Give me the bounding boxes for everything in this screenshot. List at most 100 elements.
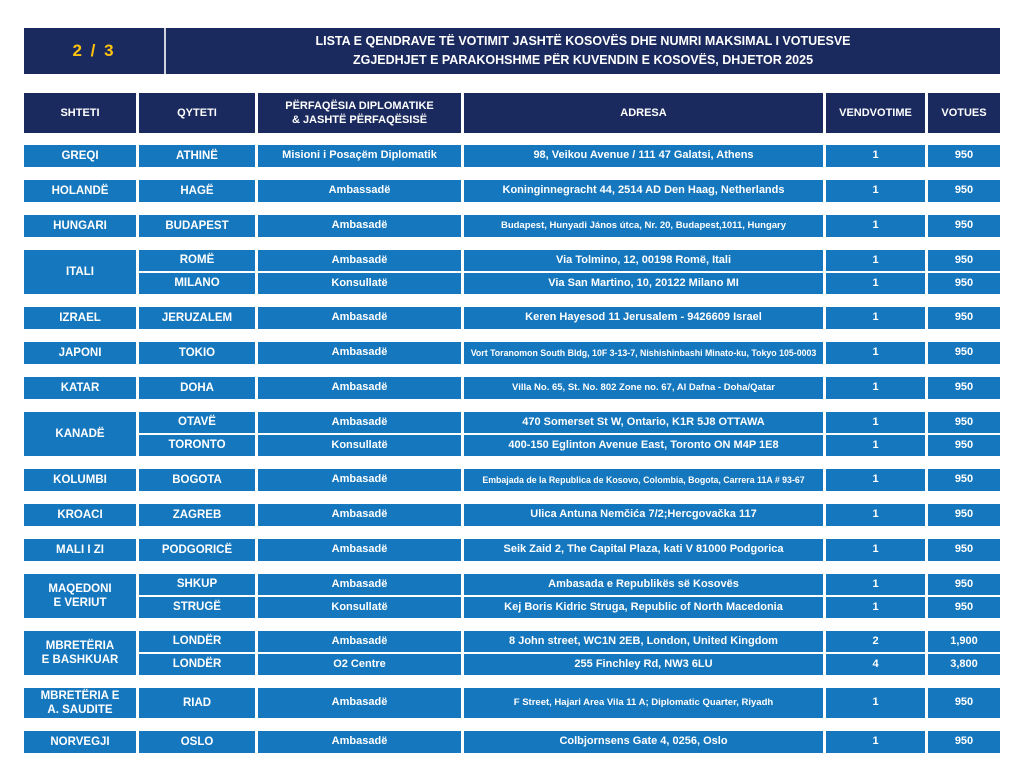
stations-cell: 1 [826,597,925,618]
country-cell: MBRETËRIA E BASHKUAR [24,631,136,675]
table-row-group: NORVEGJI OSLO Ambasadë Colbjornsens Gate 4,… [24,731,1000,753]
mission-cell: Konsullatë [258,597,461,618]
voters-cell: 950 [928,215,1000,237]
address-cell: 8 John street, WC1N 2EB, London, United … [464,631,823,652]
column-header-adresa: ADRESA [464,93,823,133]
voters-cell: 950 [928,435,1000,456]
address-cell: Via Tolmino, 12, 00198 Romë, Itali [464,250,823,271]
mission-cell: Ambasadë [258,631,461,652]
table-row-group: MALI I ZI PODGORICË Ambasadë Seik Zaid 2, T… [24,539,1000,561]
stations-cell: 2 [826,631,925,652]
voters-cell: 950 [928,597,1000,618]
table-row-group: KOLUMBI BOGOTA Ambasadë Embajada de la Repu… [24,469,1000,491]
table-row-group: JAPONI TOKIO Ambasadë Vort Toranomon South … [24,342,1000,364]
city-cell: OSLO [139,731,255,753]
voters-cell: 950 [928,180,1000,202]
mission-cell: Ambasadë [258,469,461,491]
table-row-group: KROACI ZAGREB Ambasadë Ulica Antuna Nemčića… [24,504,1000,526]
column-header-qyteti: QYTETI [139,93,255,133]
mission-cell: O2 Centre [258,654,461,675]
mission-cell: Ambasadë [258,307,461,329]
page-indicator-cell: 2 / 3 [24,28,166,74]
country-cell: ITALI [24,250,136,294]
table-row-group: HOLANDË HAGË Ambassadë Koninginnegracht 44,… [24,180,1000,202]
city-cell: STRUGË [139,597,255,618]
address-cell: Ulica Antuna Nemčića 7/2;Hercgovačka 117 [464,504,823,526]
voters-cell: 950 [928,273,1000,294]
country-cell: HOLANDË [24,180,136,202]
mission-cell: Konsullatë [258,435,461,456]
city-cell: LONDËR [139,654,255,675]
voters-cell: 950 [928,377,1000,399]
mission-cell: Ambasadë [258,539,461,561]
country-cell: KOLUMBI [24,469,136,491]
city-cell: TOKIO [139,342,255,364]
address-cell: Colbjornsens Gate 4, 0256, Oslo [464,731,823,753]
stations-cell: 1 [826,215,925,237]
page-title-line2: ZGJEDHJET E PARAKOHSHME PËR KUVENDIN E K… [352,53,814,67]
address-cell: Budapest, Hunyadi János útca, Nr. 20, Bu… [464,215,823,237]
country-cell: MBRETËRIA E A. SAUDITE [24,688,136,718]
stations-cell: 1 [826,180,925,202]
mission-cell: Ambasadë [258,504,461,526]
stations-cell: 1 [826,574,925,595]
voters-cell: 950 [928,145,1000,167]
address-cell: 98, Veikou Avenue / 111 47 Galatsi, Athe… [464,145,823,167]
city-cell: ROMË [139,250,255,271]
mission-cell: Ambasadë [258,342,461,364]
mission-cell: Konsullatë [258,273,461,294]
city-cell: OTAVË [139,412,255,433]
title-banner: 2 / 3 LISTA E QENDRAVE TË VOTIMIT JASHTË… [24,28,1000,74]
stations-cell: 1 [826,250,925,271]
stations-cell: 1 [826,435,925,456]
country-cell: KATAR [24,377,136,399]
city-cell: RIAD [139,688,255,718]
address-cell: Koninginnegracht 44, 2514 AD Den Haag, N… [464,180,823,202]
country-cell: HUNGARI [24,215,136,237]
city-cell: TORONTO [139,435,255,456]
voters-cell: 950 [928,504,1000,526]
voters-cell: 950 [928,688,1000,718]
stations-cell: 4 [826,654,925,675]
stations-cell: 1 [826,377,925,399]
mission-cell: Ambasadë [258,215,461,237]
table-row-group: ITALI ROMË Ambasadë Via Tolmino, 12, 00198 … [24,250,1000,294]
mission-cell: Ambasadë [258,377,461,399]
stations-cell: 1 [826,504,925,526]
mission-cell: Ambasadë [258,250,461,271]
address-cell: Embajada de la Republica de Kosovo, Colo… [464,469,823,491]
country-cell: JAPONI [24,342,136,364]
mission-cell: Ambasadë [258,688,461,718]
address-cell: Keren Hayesod 11 Jerusalem - 9426609 Isr… [464,307,823,329]
table-header: SHTETI QYTETI PËRFAQËSIA DIPLOMATIKE & JAS… [24,93,1000,133]
table-row-group: MAQEDONI E VERIUT SHKUP Ambasadë Ambasada e… [24,574,1000,618]
country-cell: KANADË [24,412,136,456]
country-cell: NORVEGJI [24,731,136,753]
city-cell: BOGOTA [139,469,255,491]
stations-cell: 1 [826,412,925,433]
stations-cell: 1 [826,273,925,294]
country-cell: KROACI [24,504,136,526]
stations-cell: 1 [826,731,925,753]
voters-cell: 950 [928,307,1000,329]
page-title-line1: LISTA E QENDRAVE TË VOTIMIT JASHTË KOSOV… [315,33,851,48]
city-cell: HAGË [139,180,255,202]
voters-cell: 3,800 [928,654,1000,675]
voters-cell: 950 [928,731,1000,753]
address-cell: 255 Finchley Rd, NW3 6LU [464,654,823,675]
address-cell: Villa No. 65, St. No. 802 Zone no. 67, A… [464,377,823,399]
address-cell: Via San Martino, 10, 20122 Milano MI [464,273,823,294]
address-cell: 470 Somerset St W, Ontario, K1R 5J8 OTTA… [464,412,823,433]
city-cell: ATHINË [139,145,255,167]
voters-cell: 1,900 [928,631,1000,652]
table-row-group: MBRETËRIA E A. SAUDITE RIAD Ambasadë F Stre… [24,688,1000,718]
address-cell: Ambasada e Republikës së Kosovës [464,574,823,595]
city-cell: JERUZALEM [139,307,255,329]
table-row-group: GREQI ATHINË Misioni i Posaçëm Diplomatik 9… [24,145,1000,167]
table-row-group: KATAR DOHA Ambasadë Villa No. 65, St. No. 8… [24,377,1000,399]
table-row-group: MBRETËRIA E BASHKUAR LONDËR Ambasadë 8 John… [24,631,1000,675]
city-cell: MILANO [139,273,255,294]
voters-cell: 950 [928,469,1000,491]
voters-cell: 950 [928,574,1000,595]
stations-cell: 1 [826,145,925,167]
